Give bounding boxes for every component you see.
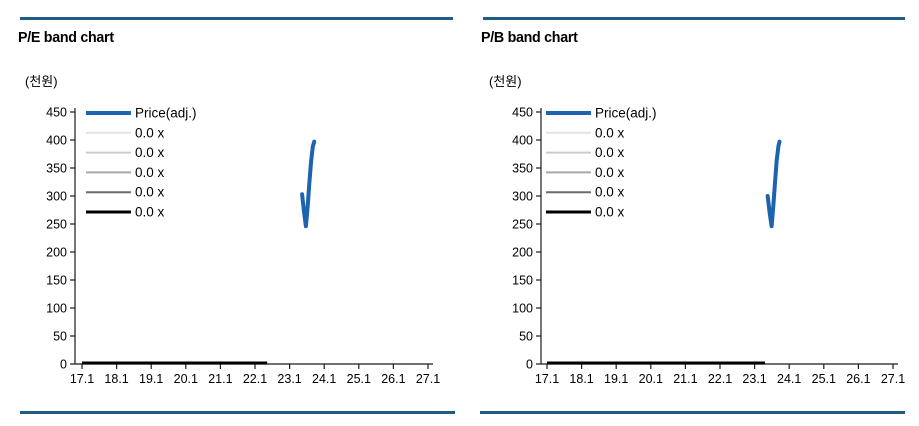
unit-label-pb: (천원) bbox=[489, 74, 522, 89]
y-tick-label: 50 bbox=[53, 330, 67, 344]
price-line bbox=[300, 139, 317, 229]
top-rule-right bbox=[483, 17, 905, 20]
x-tick-label: 27.1 bbox=[881, 372, 905, 386]
y-tick-label: 400 bbox=[512, 134, 533, 148]
y-tick-label: 150 bbox=[46, 274, 67, 288]
pe-band-chart-panel: P/E band chart (천원) 0 50 100 150 200 250 300 35… bbox=[18, 17, 455, 414]
y-tick-label: 0 bbox=[526, 358, 533, 372]
y-tick-label: 250 bbox=[46, 218, 67, 232]
x-tick-label: 21.1 bbox=[673, 372, 697, 386]
y-tick-label: 300 bbox=[46, 190, 67, 204]
x-tick-label: 24.1 bbox=[312, 372, 336, 386]
legend-label: 0.0 x bbox=[135, 125, 165, 140]
legend-label: 0.0 x bbox=[595, 205, 625, 220]
y-tick-label: 100 bbox=[512, 302, 533, 316]
x-tick-label: 26.1 bbox=[381, 372, 405, 386]
x-tick-label: 17.1 bbox=[70, 372, 94, 386]
y-tick-label: 350 bbox=[512, 162, 533, 176]
x-tick-label: 20.1 bbox=[174, 372, 198, 386]
pe-chart-plot: 0 50 100 150 200 250 300 350 400 450 17.1 18.1 19.1 2… bbox=[46, 106, 440, 387]
legend-label: 0.0 x bbox=[595, 145, 625, 160]
bottom-rule-right bbox=[480, 411, 905, 414]
x-tick-label: 23.1 bbox=[277, 372, 301, 386]
x-tick-label: 21.1 bbox=[208, 372, 232, 386]
x-tick-label: 23.1 bbox=[742, 372, 766, 386]
x-tick-label: 27.1 bbox=[416, 372, 440, 386]
y-tick-label: 100 bbox=[46, 302, 67, 316]
legend-label: 0.0 x bbox=[135, 165, 165, 180]
x-tick-label: 19.1 bbox=[604, 372, 628, 386]
top-rule-left bbox=[20, 17, 453, 20]
x-tick-label: 17.1 bbox=[535, 372, 559, 386]
x-tick-label: 24.1 bbox=[777, 372, 801, 386]
legend-label: 0.0 x bbox=[595, 125, 625, 140]
x-tick-label: 18.1 bbox=[569, 372, 593, 386]
chart-title-pe: P/E band chart bbox=[18, 29, 114, 46]
y-tick-label: 400 bbox=[46, 134, 67, 148]
y-tick-label: 450 bbox=[46, 106, 67, 120]
price-line bbox=[765, 139, 782, 229]
unit-label-pe: (천원) bbox=[25, 74, 58, 89]
y-tick-label: 300 bbox=[512, 190, 533, 204]
y-tick-label: 50 bbox=[519, 330, 533, 344]
y-tick-label: 150 bbox=[512, 274, 533, 288]
x-tick-label: 22.1 bbox=[243, 372, 267, 386]
legend-label: 0.0 x bbox=[135, 205, 165, 220]
x-tick-label: 25.1 bbox=[812, 372, 836, 386]
bottom-rule-left bbox=[20, 411, 455, 414]
y-tick-label: 450 bbox=[512, 106, 533, 120]
y-tick-label: 200 bbox=[46, 246, 67, 260]
x-tick-label: 19.1 bbox=[139, 372, 163, 386]
y-tick-label: 350 bbox=[46, 162, 67, 176]
y-tick-label: 200 bbox=[512, 246, 533, 260]
y-tick-label: 0 bbox=[60, 358, 67, 372]
legend-label: 0.0 x bbox=[135, 185, 165, 200]
pb-band-chart-panel: P/B band chart (천원) 0 50 100 150 200 250 300 35… bbox=[460, 0, 919, 426]
legend-label: 0.0 x bbox=[595, 165, 625, 180]
legend-label: 0.0 x bbox=[595, 185, 625, 200]
legend-label: Price(adj.) bbox=[595, 106, 657, 121]
legend-label: Price(adj.) bbox=[135, 106, 197, 121]
pb-chart-plot: 0 50 100 150 200 250 300 350 400 450 17.1 18.1 19.1 2… bbox=[512, 106, 905, 387]
x-tick-label: 26.1 bbox=[846, 372, 870, 386]
x-tick-label: 22.1 bbox=[708, 372, 732, 386]
chart-title-pb: P/B band chart bbox=[481, 29, 578, 46]
x-tick-label: 18.1 bbox=[104, 372, 128, 386]
legend-label: 0.0 x bbox=[135, 145, 165, 160]
x-tick-label: 25.1 bbox=[347, 372, 371, 386]
x-tick-label: 20.1 bbox=[639, 372, 663, 386]
y-tick-label: 250 bbox=[512, 218, 533, 232]
